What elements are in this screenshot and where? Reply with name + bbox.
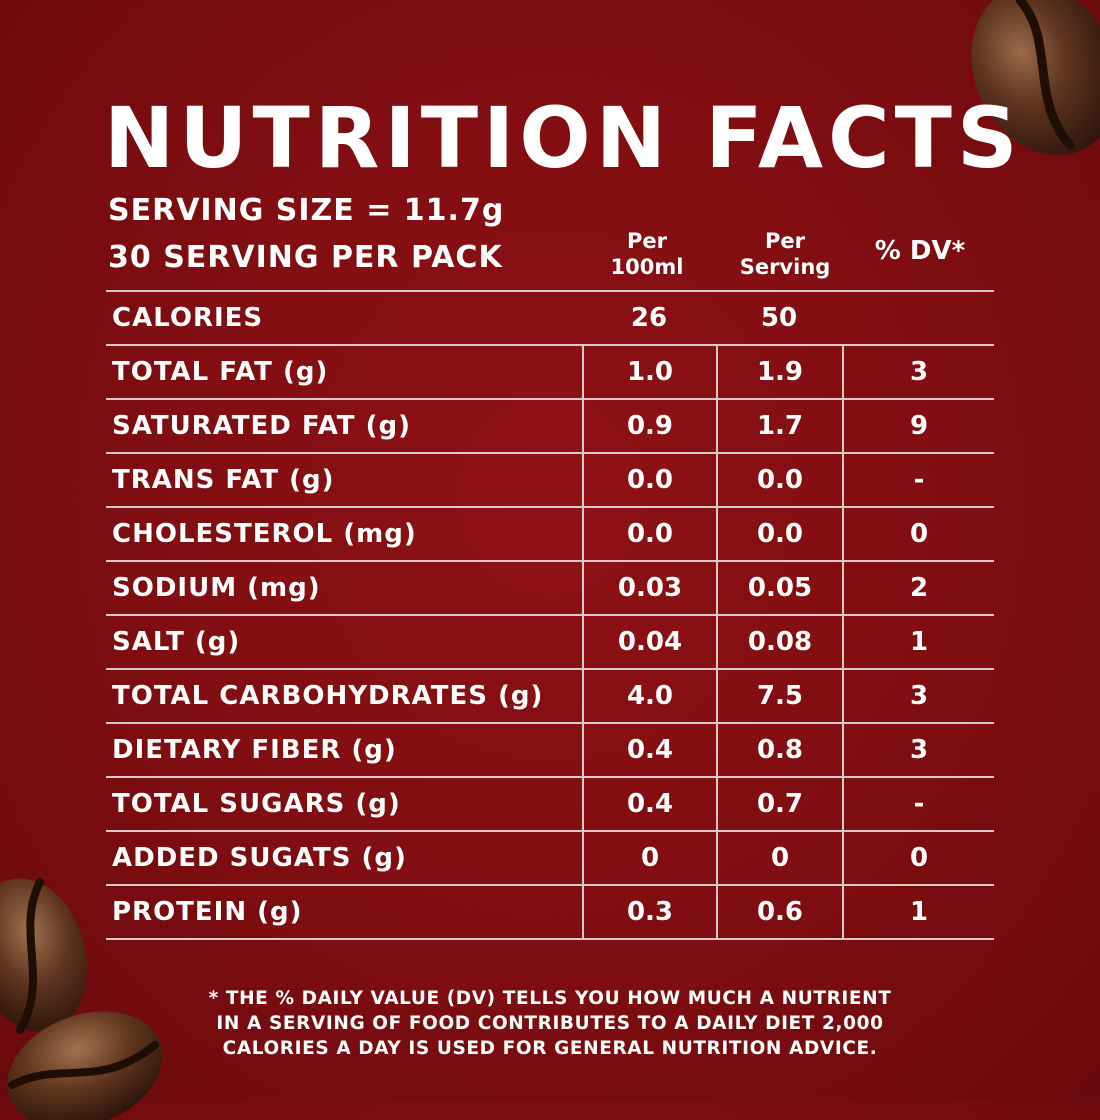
page-title: NUTRITION FACTS (104, 89, 1023, 187)
table-row: TRANS FAT (g) 0.0 0.0 - (106, 454, 994, 508)
table-row: SODIUM (mg) 0.03 0.05 2 (106, 562, 994, 616)
nutrient-name: DIETARY FIBER (g) (112, 735, 397, 765)
value-per-100ml: 0.4 (582, 778, 716, 830)
value-per-serving: 0.08 (716, 616, 842, 668)
footnote-line: CALORIES A DAY IS USED FOR GENERAL NUTRI… (222, 1038, 878, 1059)
table-row: PROTEIN (g) 0.3 0.6 1 (106, 886, 994, 940)
dv-footnote: * THE % DAILY VALUE (DV) TELLS YOU HOW M… (150, 986, 950, 1061)
table-row: SATURATED FAT (g) 0.9 1.7 9 (106, 400, 994, 454)
value-per-100ml: 0.9 (582, 400, 716, 452)
nutrient-name: TRANS FAT (g) (112, 465, 335, 495)
value-dv: 3 (842, 346, 994, 398)
column-header-dv: % DV* (874, 236, 966, 266)
servings-per-pack: 30 SERVING PER PACK (108, 240, 503, 275)
column-header-per-100ml: Per 100ml (592, 228, 702, 280)
nutrition-table: CALORIES 26 50 TOTAL FAT (g) 1.0 1.9 3 S… (106, 290, 994, 940)
nutrient-name: CALORIES (112, 303, 264, 333)
table-row: CALORIES 26 50 (106, 292, 994, 346)
value-per-100ml: 0.03 (582, 562, 716, 614)
table-row: ADDED SUGATS (g) 0 0 0 (106, 832, 994, 886)
value-per-serving: 0.8 (716, 724, 842, 776)
value-dv: - (842, 778, 994, 830)
table-row: TOTAL CARBOHYDRATES (g) 4.0 7.5 3 (106, 670, 994, 724)
nutrient-name: ADDED SUGATS (g) (112, 843, 407, 873)
coffee-bean-icon (0, 878, 87, 1034)
value-dv: 0 (842, 508, 994, 560)
column-header-line: Per (627, 229, 667, 253)
value-dv (842, 292, 994, 344)
nutrient-name: SATURATED FAT (g) (112, 411, 411, 441)
value-per-100ml: 1.0 (582, 346, 716, 398)
value-per-100ml: 0.0 (582, 454, 716, 506)
value-dv: 0 (842, 832, 994, 884)
value-dv: 1 (842, 886, 994, 938)
nutrient-name: SODIUM (mg) (112, 573, 321, 603)
value-per-serving: 50 (760, 303, 798, 333)
nutrient-name: CHOLESTEROL (mg) (112, 519, 417, 549)
nutrient-name: TOTAL FAT (g) (112, 357, 329, 387)
value-dv: 3 (842, 670, 994, 722)
value-per-100ml: 0 (582, 832, 716, 884)
nutrient-name: PROTEIN (g) (112, 897, 303, 927)
table-row: DIETARY FIBER (g) 0.4 0.8 3 (106, 724, 994, 778)
value-dv: 9 (842, 400, 994, 452)
coffee-bean-icon (7, 1011, 163, 1120)
value-per-serving: 0.0 (716, 508, 842, 560)
serving-size: SERVING SIZE = 11.7g (108, 193, 505, 228)
value-per-serving: 0.6 (716, 886, 842, 938)
value-per-serving: 7.5 (716, 670, 842, 722)
nutrient-name: TOTAL SUGARS (g) (112, 789, 401, 819)
value-per-serving: 0.7 (716, 778, 842, 830)
table-row: SALT (g) 0.04 0.08 1 (106, 616, 994, 670)
nutrient-name: TOTAL CARBOHYDRATES (g) (112, 681, 544, 711)
footnote-line: IN A SERVING OF FOOD CONTRIBUTES TO A DA… (216, 1013, 884, 1034)
value-per-100ml: 0.3 (582, 886, 716, 938)
value-per-serving: 0.0 (716, 454, 842, 506)
value-per-serving: 0 (716, 832, 842, 884)
value-per-100ml: 0.0 (582, 508, 716, 560)
value-per-serving: 1.7 (716, 400, 842, 452)
value-per-serving: 0.05 (716, 562, 842, 614)
value-per-100ml: 0.04 (582, 616, 716, 668)
value-dv: 3 (842, 724, 994, 776)
column-header-line: 100ml (610, 255, 684, 279)
table-row: TOTAL FAT (g) 1.0 1.9 3 (106, 346, 994, 400)
value-per-serving: 1.9 (716, 346, 842, 398)
table-row: TOTAL SUGARS (g) 0.4 0.7 - (106, 778, 994, 832)
value-per-100ml: 0.4 (582, 724, 716, 776)
value-per-100ml: 26 (630, 303, 668, 333)
value-dv: - (842, 454, 994, 506)
value-dv: 2 (842, 562, 994, 614)
value-dv: 1 (842, 616, 994, 668)
nutrient-name: SALT (g) (112, 627, 241, 657)
footnote-line: * THE % DAILY VALUE (DV) TELLS YOU HOW M… (208, 988, 892, 1009)
column-header-line: Per (765, 229, 805, 253)
column-header-per-serving: Per Serving (730, 228, 840, 280)
column-header-line: Serving (739, 255, 831, 279)
table-row: CHOLESTEROL (mg) 0.0 0.0 0 (106, 508, 994, 562)
coffee-bean-icon (971, 0, 1100, 156)
value-per-100ml: 4.0 (582, 670, 716, 722)
